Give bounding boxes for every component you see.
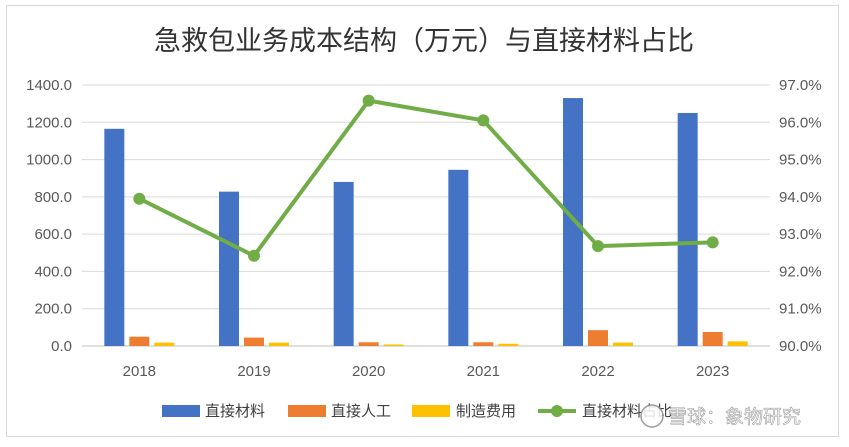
- legend-marker: [551, 405, 563, 417]
- x-axis-ticks: 2018 2019 2020 2021 2022 2023: [123, 363, 730, 380]
- left-axis-tick-label: 1000.0: [26, 152, 72, 169]
- legend-label: 制造费用: [456, 402, 516, 420]
- watermark-logo-icon: [640, 404, 664, 428]
- bar-直接人工: [244, 337, 264, 346]
- x-axis-tick-label: 2020: [352, 363, 385, 380]
- x-axis-tick-label: 2021: [467, 363, 500, 380]
- watermark-text: 雪球：象物研究: [668, 406, 801, 428]
- right-axis-tick-label: 95.0%: [779, 152, 822, 169]
- legend-swatch-直接人工: [288, 405, 326, 417]
- bar-制造费用: [613, 342, 633, 346]
- left-axis-tick-label: 600.0: [34, 226, 72, 243]
- bar-直接人工: [702, 332, 723, 346]
- line-point: [362, 94, 375, 107]
- right-axis-tick-label: 91.0%: [779, 301, 822, 318]
- bar-直接人工: [358, 342, 379, 346]
- line-point: [477, 114, 490, 127]
- line-直接材料占比: [138, 98, 713, 258]
- line-point: [133, 192, 146, 205]
- bar-直接材料: [563, 98, 583, 346]
- left-axis-tick-label: 1200.0: [26, 114, 72, 131]
- right-axis-tick-label: 90.0%: [779, 338, 822, 355]
- x-axis-tick-label: 2023: [696, 363, 729, 380]
- right-axis-tick-label: 94.0%: [779, 189, 822, 206]
- x-axis-tick-label: 2022: [581, 363, 614, 380]
- legend-label: 直接材料: [205, 402, 265, 420]
- bar-直接人工: [588, 330, 608, 346]
- watermark: 雪球：象物研究: [640, 404, 801, 428]
- right-axis-tick-label: 97.0%: [779, 77, 822, 94]
- bar-制造费用: [383, 344, 404, 346]
- bar-直接人工: [473, 342, 494, 346]
- bar-制造费用: [154, 342, 175, 346]
- bar-直接材料: [677, 112, 698, 346]
- legend-swatch-直接材料: [162, 405, 200, 417]
- bar-series: [104, 98, 748, 346]
- left-axis-tick-label: 200.0: [34, 301, 72, 318]
- bar-直接人工: [129, 336, 150, 346]
- line-point: [248, 249, 260, 262]
- x-axis-tick-label: 2019: [237, 363, 270, 380]
- bar-制造费用: [727, 341, 748, 346]
- left-axis-ticks: 0.0 200.0 400.0 600.0 800.0 1000.0 1200.0 1400.…: [26, 77, 72, 355]
- chart-title: 急救包业务成本结构（万元）与直接材料占比: [154, 26, 694, 57]
- left-axis-tick-label: 800.0: [34, 189, 72, 206]
- right-axis-tick-label: 93.0%: [779, 226, 822, 243]
- bar-制造费用: [269, 342, 289, 346]
- line-point: [706, 236, 719, 249]
- left-axis-tick-label: 1400.0: [26, 77, 72, 94]
- bar-直接材料: [333, 181, 354, 346]
- legend-swatch-制造费用: [412, 405, 450, 417]
- right-axis-ticks: 90.0% 91.0% 92.0% 93.0% 94.0% 95.0% 96.0% 97.0%: [779, 77, 822, 355]
- bar-直接材料: [104, 128, 125, 346]
- line-point: [592, 240, 604, 253]
- legend: 直接材料 直接人工 制造费用 直接材料占比: [162, 402, 672, 420]
- bar-直接材料: [219, 191, 239, 346]
- left-axis-tick-label: 400.0: [34, 263, 72, 280]
- x-axis-tick-label: 2018: [123, 363, 156, 380]
- chart-frame: [6, 5, 839, 437]
- left-axis-tick-label: 0.0: [51, 338, 72, 355]
- right-axis-tick-label: 92.0%: [779, 263, 822, 280]
- grid-lines: [82, 84, 770, 347]
- bar-制造费用: [498, 343, 519, 346]
- right-axis-tick-label: 96.0%: [779, 114, 822, 131]
- line-series: [133, 94, 719, 262]
- bar-直接材料: [448, 169, 469, 346]
- legend-label: 直接人工: [331, 402, 391, 420]
